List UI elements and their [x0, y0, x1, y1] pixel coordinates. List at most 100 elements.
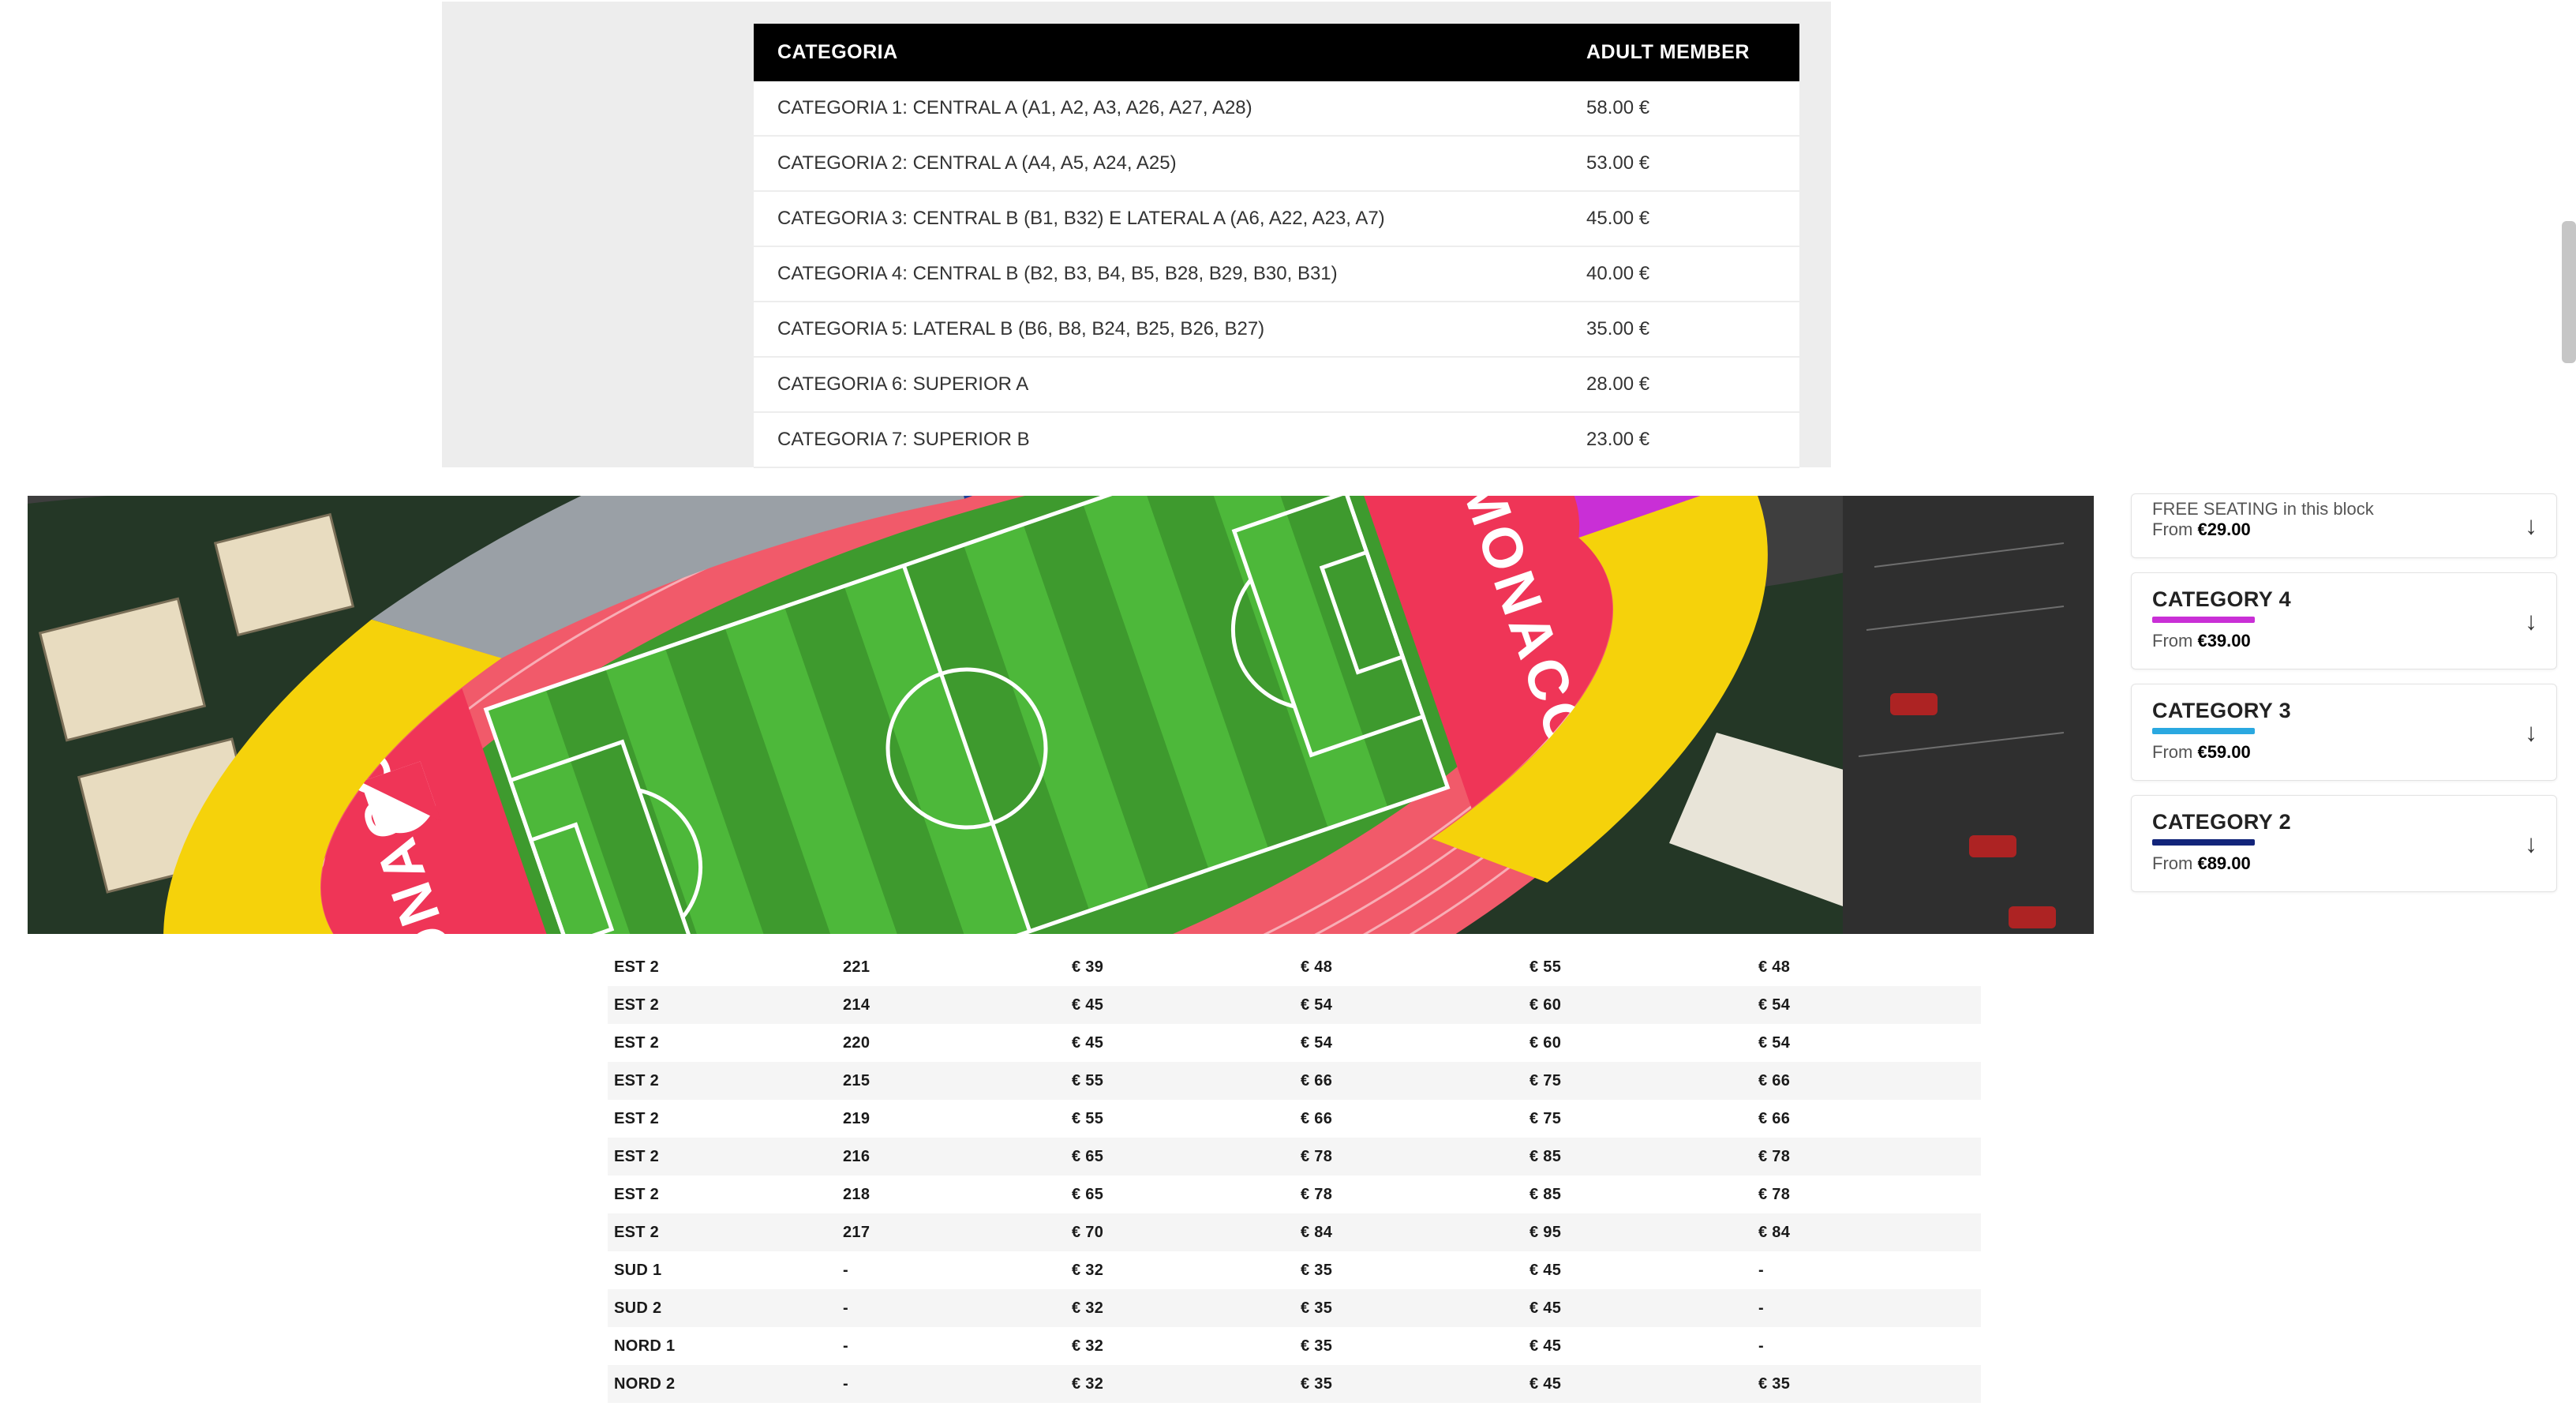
category-name-cell: CATEGORIA 7: SUPERIOR B — [754, 412, 1563, 467]
price-cell: € 84 — [1752, 1213, 1981, 1251]
price-cell: 35.00 € — [1563, 302, 1799, 357]
price-cell: € 45 — [1523, 1251, 1752, 1289]
category-name-cell: CATEGORIA 4: CENTRAL B (B2, B3, B4, B5, … — [754, 246, 1563, 302]
price-cell: EST 2 — [608, 1138, 837, 1176]
category-card[interactable]: FREE SEATING in this blockFrom €29.00↓ — [2131, 493, 2557, 558]
price-cell: SUD 1 — [608, 1251, 837, 1289]
price-cell: € 65 — [1065, 1138, 1294, 1176]
table-row: EST 2216€ 65€ 78€ 85€ 78 — [608, 1138, 1981, 1176]
table-row: EST 2220€ 45€ 54€ 60€ 54 — [608, 1024, 1981, 1062]
table-row: CATEGORIA 2: CENTRAL A (A4, A5, A24, A25… — [754, 136, 1799, 191]
price-cell: SUD 2 — [608, 1289, 837, 1327]
chevron-down-icon: ↓ — [2525, 718, 2537, 747]
price-cell: € 32 — [1065, 1327, 1294, 1365]
price-cell: EST 2 — [608, 1213, 837, 1251]
table-row: CATEGORIA 7: SUPERIOR B23.00 € — [754, 412, 1799, 467]
table-row: SUD 1-€ 32€ 35€ 45- — [608, 1251, 1981, 1289]
price-cell: € 95 — [1523, 1213, 1752, 1251]
price-cell: € 39 — [1065, 948, 1294, 986]
price-cell: 214 — [837, 986, 1065, 1024]
price-cell: € 75 — [1523, 1062, 1752, 1100]
price-cell: € 85 — [1523, 1176, 1752, 1213]
price-cell: € 35 — [1752, 1365, 1981, 1403]
price-cell: - — [1752, 1327, 1981, 1365]
category-card[interactable]: CATEGORY 2 From €89.00↓ — [2131, 795, 2557, 892]
card-title: CATEGORY 2 — [2152, 810, 2536, 834]
chevron-down-icon: ↓ — [2525, 829, 2537, 858]
price-cell: € 48 — [1294, 948, 1523, 986]
price-cell: € 75 — [1523, 1100, 1752, 1138]
card-price-line: From €59.00 — [2152, 742, 2536, 763]
table-row: EST 2218€ 65€ 78€ 85€ 78 — [608, 1176, 1981, 1213]
price-cell: 221 — [837, 948, 1065, 986]
stadium-aerial-view[interactable]: AS MONACO AS MONACO — [28, 496, 2094, 934]
price-cell: EST 2 — [608, 948, 837, 986]
chevron-down-icon: ↓ — [2525, 606, 2537, 636]
sector-price-grid: EST 2221€ 39€ 48€ 55€ 48EST 2214€ 45€ 54… — [608, 948, 1981, 1403]
category-name-cell: CATEGORIA 6: SUPERIOR A — [754, 357, 1563, 412]
price-cell: 215 — [837, 1062, 1065, 1100]
price-cell: € 45 — [1523, 1365, 1752, 1403]
chevron-down-icon: ↓ — [2525, 512, 2537, 541]
price-cell: € 65 — [1065, 1176, 1294, 1213]
scrollbar-thumb[interactable] — [2562, 221, 2576, 363]
table-row: CATEGORIA 3: CENTRAL B (B1, B32) E LATER… — [754, 191, 1799, 246]
table-row: EST 2221€ 39€ 48€ 55€ 48 — [608, 948, 1981, 986]
price-cell: - — [1752, 1289, 1981, 1327]
col-header-category: CATEGORIA — [754, 24, 1563, 81]
table-row: CATEGORIA 1: CENTRAL A (A1, A2, A3, A26,… — [754, 81, 1799, 136]
table-row: EST 2217€ 70€ 84€ 95€ 84 — [608, 1213, 1981, 1251]
price-cell: € 54 — [1294, 1024, 1523, 1062]
price-cell: € 78 — [1294, 1176, 1523, 1213]
card-price-line: From €29.00 — [2152, 519, 2536, 540]
price-cell: € 70 — [1065, 1213, 1294, 1251]
price-cell: - — [1752, 1251, 1981, 1289]
price-cell: 219 — [837, 1100, 1065, 1138]
price-cell: € 66 — [1752, 1062, 1981, 1100]
price-cell: € 45 — [1065, 1024, 1294, 1062]
price-cell: 217 — [837, 1213, 1065, 1251]
price-cell: € 84 — [1294, 1213, 1523, 1251]
pricing-category-block: CATEGORIA ADULT MEMBER CATEGORIA 1: CENT… — [442, 2, 1831, 467]
price-cell: 45.00 € — [1563, 191, 1799, 246]
category-card[interactable]: CATEGORY 4From €39.00↓ — [2131, 572, 2557, 669]
table-row: SUD 2-€ 32€ 35€ 45- — [608, 1289, 1981, 1327]
price-cell: EST 2 — [608, 1100, 837, 1138]
category-name-cell: CATEGORIA 5: LATERAL B (B6, B8, B24, B25… — [754, 302, 1563, 357]
card-price-line: From €89.00 — [2152, 853, 2536, 874]
table-row: CATEGORIA 5: LATERAL B (B6, B8, B24, B25… — [754, 302, 1799, 357]
table-row: CATEGORIA 4: CENTRAL B (B2, B3, B4, B5, … — [754, 246, 1799, 302]
price-cell: NORD 2 — [608, 1365, 837, 1403]
card-title: CATEGORY 4 — [2152, 587, 2536, 612]
price-cell: € 60 — [1523, 1024, 1752, 1062]
price-cell: EST 2 — [608, 1024, 837, 1062]
card-swatch — [2152, 617, 2255, 623]
category-card[interactable]: CATEGORY 3 From €59.00↓ — [2131, 684, 2557, 781]
col-header-price: ADULT MEMBER — [1563, 24, 1799, 81]
price-cell: 40.00 € — [1563, 246, 1799, 302]
card-swatch — [2152, 728, 2255, 734]
price-cell: € 55 — [1065, 1100, 1294, 1138]
price-cell: 53.00 € — [1563, 136, 1799, 191]
table-header-row: CATEGORIA ADULT MEMBER — [754, 24, 1799, 81]
category-name-cell: CATEGORIA 3: CENTRAL B (B1, B32) E LATER… — [754, 191, 1563, 246]
table-row: NORD 2-€ 32€ 35€ 45€ 35 — [608, 1365, 1981, 1403]
price-cell: € 32 — [1065, 1289, 1294, 1327]
table-row: NORD 1-€ 32€ 35€ 45- — [608, 1327, 1981, 1365]
price-cell: € 45 — [1065, 986, 1294, 1024]
price-cell: 218 — [837, 1176, 1065, 1213]
card-swatch — [2152, 839, 2255, 846]
price-cell: € 35 — [1294, 1327, 1523, 1365]
price-cell: 220 — [837, 1024, 1065, 1062]
price-cell: € 35 — [1294, 1365, 1523, 1403]
price-cell: € 85 — [1523, 1138, 1752, 1176]
price-cell: € 78 — [1294, 1138, 1523, 1176]
price-cell: € 35 — [1294, 1289, 1523, 1327]
category-sidebar: FREE SEATING in this blockFrom €29.00↓ CA… — [2131, 493, 2557, 906]
price-cell: € 54 — [1294, 986, 1523, 1024]
card-title: CATEGORY 3 — [2152, 699, 2536, 723]
price-cell: € 35 — [1294, 1251, 1523, 1289]
price-cell: 58.00 € — [1563, 81, 1799, 136]
price-cell: € 54 — [1752, 986, 1981, 1024]
price-cell: EST 2 — [608, 986, 837, 1024]
